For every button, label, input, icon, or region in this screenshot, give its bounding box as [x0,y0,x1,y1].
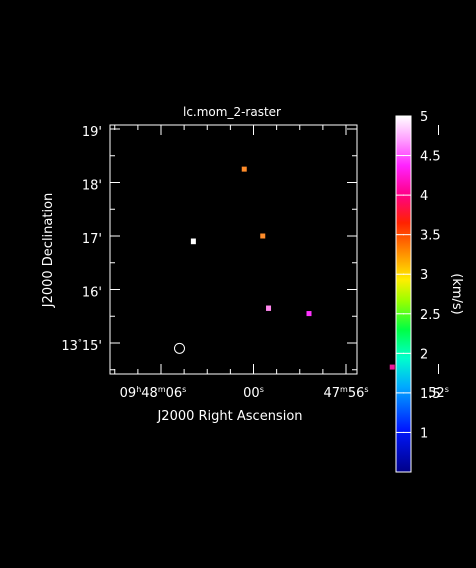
tick-label-part: 48 [141,386,158,401]
colorbar-tick-label: 1.5 [420,387,441,402]
tick-label-part: 52 [428,386,445,401]
colorbar-tick-label: 2.5 [420,308,441,323]
tick-label-sup: m [158,385,166,394]
data-points [190,166,395,370]
y-axis-label: J2000 Declination [41,193,56,309]
x-tick-label: 09h48m06s [120,385,187,401]
colorbar-label: (km/s) [449,273,464,315]
tick-label-part: 15' [82,339,102,354]
colorbar-tick-label: 4.5 [420,150,441,165]
colorbar-ticks: 1 1.5 2 2.5 3 3.5 4 4.5 5 [396,110,441,441]
data-point [389,364,395,370]
data-point [241,166,247,172]
data-point [260,233,266,239]
chart-title: lc.mom_2-raster [183,105,281,119]
tick-label-sup: s [260,385,264,394]
y-tick-label: 16' [82,286,102,301]
tick-label-part: 13 [61,339,78,354]
colorbar-tick-label: 3 [420,268,428,283]
plot-frame [109,124,358,375]
x-tick-label: 00s [243,385,264,401]
tick-label-part: 17' [82,232,102,247]
tick-label-sup: m [340,385,348,394]
colorbar-tick-label: 4 [420,189,428,204]
tick-label-sup: h [136,385,141,394]
y-tick-label: 17' [82,232,102,247]
tick-label-part: 47 [323,386,340,401]
data-point [266,305,272,311]
y-tick-label: 13°15' [61,338,102,354]
tick-label-part: 56 [348,386,365,401]
colorbar-tick-label: 2 [420,347,428,362]
beam-marker [174,342,185,354]
colorbar-tick-label: 5 [420,110,428,125]
tick-label-sup: s [182,385,186,394]
y-tick-label: 18' [82,179,102,194]
x-tick-label: 47m56s [323,385,368,401]
tick-label-part: 18' [82,179,102,194]
colorbar-tick-label: 1 [420,426,428,441]
tick-label-part: 00 [243,386,260,401]
colorbar-tick-label: 3.5 [420,229,441,244]
tick-label-part: 09 [120,386,137,401]
tick-label-part: 06 [166,386,183,401]
y-axis-ticks: 13°15' 16' 17' 18' 19' [61,125,357,371]
tick-label-part: 19' [82,125,102,140]
data-point [306,311,312,317]
y-tick-label: 19' [82,125,102,140]
tick-label-part: 16' [82,286,102,301]
x-tick-label: 52s [428,385,449,401]
data-point [190,238,196,245]
x-axis-label: J2000 Right Ascension [156,409,302,424]
colorbar [395,115,412,473]
tick-label-sup: s [445,385,449,394]
tick-label-sup: s [364,385,368,394]
tick-label-sup: ° [78,338,82,347]
